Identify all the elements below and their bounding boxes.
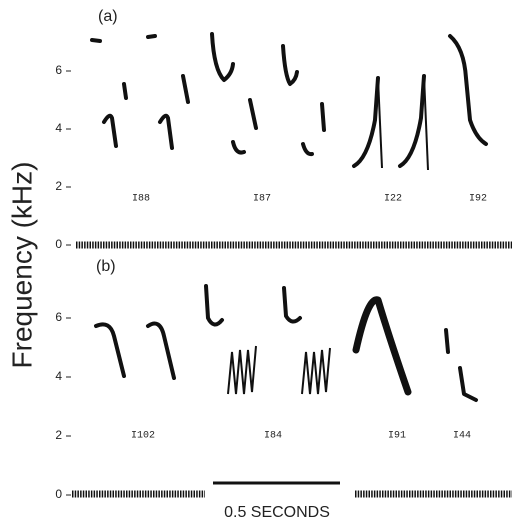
song-label: I92	[469, 194, 487, 205]
spectrogram-a	[90, 32, 488, 171]
panel-label: (a)	[98, 8, 118, 25]
song-label: I102	[131, 431, 155, 442]
song-label: I88	[132, 194, 150, 205]
y-tick-label: 6	[55, 310, 62, 324]
y-tick-label: 6	[55, 63, 62, 77]
y-axis-label: Frequency (kHz)	[6, 162, 37, 369]
song-label: I87	[253, 194, 271, 205]
song-label: I44	[453, 431, 471, 442]
y-tick-label: 0	[55, 487, 62, 501]
song-label: I91	[388, 431, 406, 442]
y-tick-label: 4	[55, 121, 62, 135]
y-tick-label: 2	[55, 179, 62, 193]
spectrogram-b	[94, 284, 478, 402]
song-label: I84	[264, 431, 282, 442]
y-tick-label: 4	[55, 369, 62, 383]
scale-bar-label: 0.5 SECONDS	[224, 504, 330, 521]
panel-label: (b)	[96, 258, 116, 275]
song-label: I22	[384, 194, 402, 205]
y-tick-label: 2	[55, 428, 62, 442]
y-tick-label: 0	[55, 237, 62, 251]
